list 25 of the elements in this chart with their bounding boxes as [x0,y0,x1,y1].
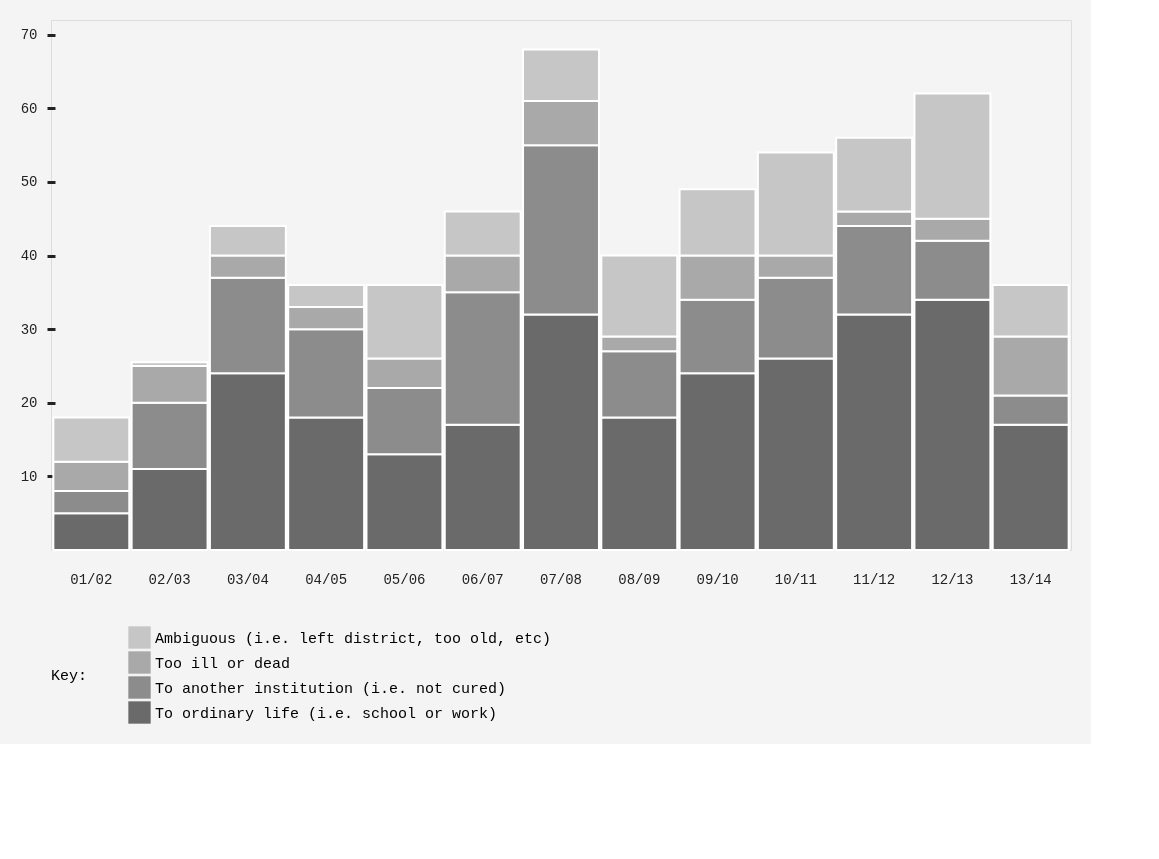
x-tick-label: 02/03 [148,571,191,588]
x-tick-label: 03/04 [226,571,269,588]
y-tick-label: 70 [20,27,38,44]
x-tick-label: 11/12 [853,571,896,588]
legend-title: Key: [51,668,88,685]
x-tick-label: 04/05 [305,571,348,588]
legend-label: Ambiguous (i.e. left district, too old, etc) [155,630,552,648]
y-tick-label: 50 [20,174,38,191]
x-tick-label: 06/07 [461,571,504,588]
x-tick-label: 08/09 [618,571,661,588]
legend-label: To ordinary life (i.e. school or work) [155,705,498,723]
legend-label: Too ill or dead [155,655,291,673]
y-tick-label: 20 [20,395,38,412]
x-tick-label: 07/08 [539,571,583,588]
y-tick-label: 60 [20,100,38,117]
y-tick-label: 30 [20,321,38,338]
x-tick-label: 09/10 [696,571,739,588]
x-tick-label: 12/13 [931,571,974,588]
x-tick-label: 01/02 [70,571,113,588]
x-tick-label: 05/06 [383,571,426,588]
x-tick-label: 10/11 [774,571,817,588]
y-tick-label: 10 [20,468,38,485]
x-tick-label: 13/14 [1009,571,1052,588]
legend-label: To another institution (i.e. not cured) [155,680,507,698]
y-tick-label: 40 [20,248,38,265]
